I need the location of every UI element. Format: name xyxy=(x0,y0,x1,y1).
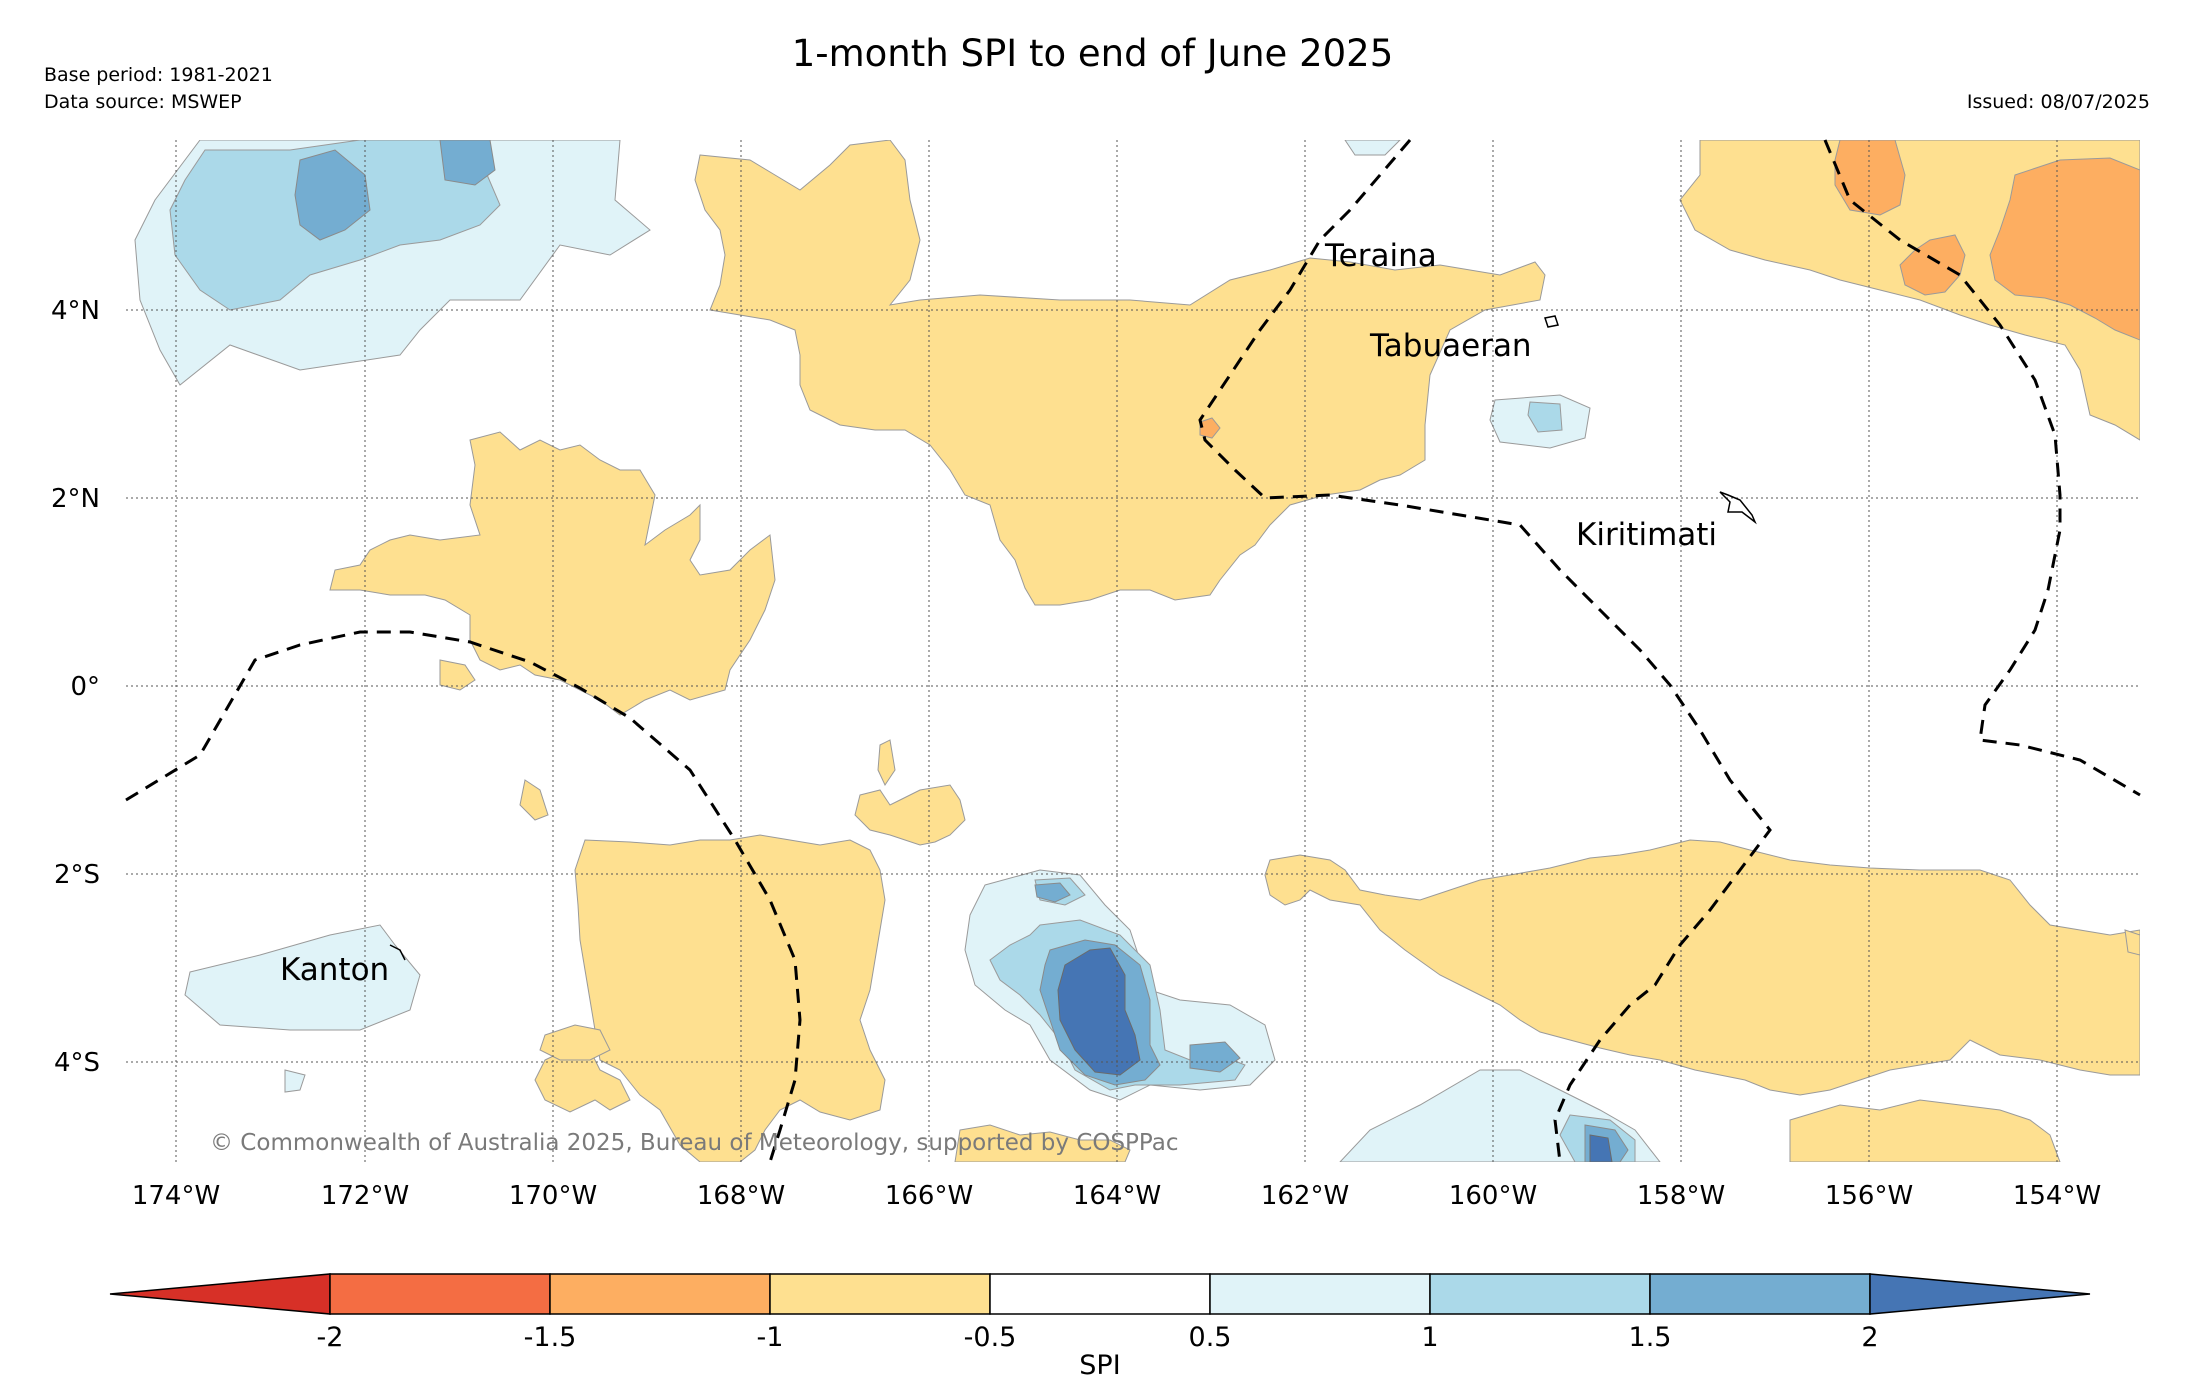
place-label-kiritimati: Kiritimati xyxy=(1576,517,1717,553)
tabuaeran-island-icon xyxy=(1544,315,1559,328)
island-outlines xyxy=(389,315,1757,961)
lon-label: 156°W xyxy=(1825,1181,1913,1211)
colorbar-tick: -1 xyxy=(757,1322,784,1353)
colorbar-tick: 2 xyxy=(1861,1322,1878,1353)
colorbar-tick: 1 xyxy=(1421,1322,1438,1353)
lon-label: 154°W xyxy=(2013,1181,2101,1211)
lat-label: 2°S xyxy=(54,860,100,890)
lon-label: 170°W xyxy=(509,1181,597,1211)
colorbar-segment xyxy=(1649,1273,1871,1315)
lon-label: 174°W xyxy=(132,1181,220,1211)
latitude-labels: 4°N 2°N 0° 2°S 4°S xyxy=(51,296,100,1078)
kiritimati-island-icon xyxy=(1719,491,1757,525)
colorbar-tick: -0.5 xyxy=(964,1322,1017,1353)
lat-label: 4°S xyxy=(54,1048,100,1078)
colorbar-tick: -2 xyxy=(317,1322,344,1353)
lon-label: 166°W xyxy=(885,1181,973,1211)
colorbar-segment xyxy=(989,1273,1211,1315)
colorbar-segment xyxy=(1429,1273,1651,1315)
graticule xyxy=(126,140,2140,1162)
colorbar-ticks: -2 -1.5 -1 -0.5 0.5 1 1.5 2 xyxy=(317,1322,1879,1353)
colorbar-segment xyxy=(549,1273,771,1315)
lon-label: 164°W xyxy=(1073,1181,1161,1211)
place-label-teraina: Teraina xyxy=(1324,238,1437,274)
map-title: 1-month SPI to end of June 2025 xyxy=(791,32,1394,75)
colorbar-tick: 1.5 xyxy=(1629,1322,1672,1353)
colorbar-segment xyxy=(1209,1273,1431,1315)
kanton-island-icon xyxy=(389,944,406,961)
lon-label: 162°W xyxy=(1261,1181,1349,1211)
place-label-kanton: Kanton xyxy=(280,952,389,988)
data-source-text: Data source: MSWEP xyxy=(44,91,242,113)
lat-label: 2°N xyxy=(51,484,100,514)
eez-boundaries xyxy=(125,139,2141,1163)
colorbar-segment xyxy=(769,1273,991,1315)
lat-label: 0° xyxy=(70,672,100,702)
longitude-labels: 174°W 172°W 170°W 168°W 166°W 164°W 162°… xyxy=(132,1181,2101,1211)
lat-label: 4°N xyxy=(51,296,100,326)
copyright-text: © Commonwealth of Australia 2025, Bureau… xyxy=(210,1130,1179,1156)
lon-label: 172°W xyxy=(321,1181,409,1211)
colorbar xyxy=(109,1273,2091,1315)
lon-label: 168°W xyxy=(697,1181,785,1211)
issued-date-text: Issued: 08/07/2025 xyxy=(1966,91,2150,113)
colorbar-segment xyxy=(1869,1273,2091,1315)
map-area xyxy=(126,140,2140,1162)
colorbar-segment xyxy=(329,1273,551,1315)
place-label-tabuaeran: Tabuaeran xyxy=(1369,328,1532,364)
colorbar-label: SPI xyxy=(1079,1350,1120,1380)
colorbar-tick: -1.5 xyxy=(524,1322,577,1353)
lon-label: 158°W xyxy=(1637,1181,1725,1211)
base-period-text: Base period: 1981-2021 xyxy=(44,64,273,86)
colorbar-segment xyxy=(109,1273,331,1315)
lon-label: 160°W xyxy=(1449,1181,1537,1211)
spi-wet-extreme-regions xyxy=(1057,947,1613,1162)
colorbar-tick: 0.5 xyxy=(1189,1322,1232,1353)
